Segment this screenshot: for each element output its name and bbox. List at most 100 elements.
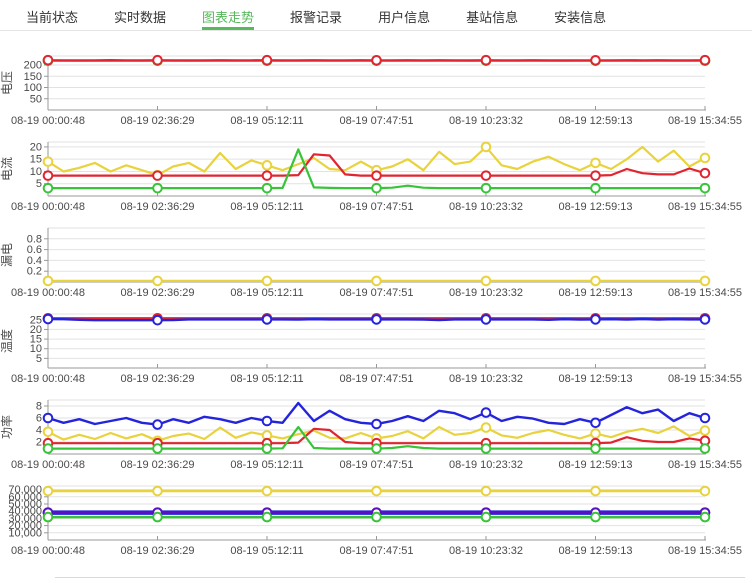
y-tick-label: 10 — [30, 343, 42, 355]
y-tick-label: 10 — [30, 166, 42, 178]
data-point-marker-power-blue — [590, 417, 601, 429]
tab-current-status[interactable]: 当前状态 — [26, 10, 79, 25]
x-tick-label: 08-19 15:34:55 — [668, 373, 742, 385]
y-tick-label: 70,000 — [8, 484, 42, 496]
data-point-marker-current-red — [699, 167, 711, 179]
x-tick-label: 08-19 12:59:13 — [558, 373, 632, 385]
y-tick-label: 50 — [30, 93, 42, 105]
data-point-marker-power-yellow — [699, 425, 711, 436]
tab-chart-trend[interactable]: 图表走势 — [202, 0, 255, 30]
data-point-marker-leakage-yellow — [152, 275, 163, 287]
data-point-marker-voltage-red — [480, 54, 492, 66]
y-tick-label: 30,000 — [8, 513, 42, 525]
y-tick-label: 100 — [24, 82, 42, 94]
data-point-marker-power-yellow — [590, 428, 601, 439]
data-point-marker-power-blue — [699, 412, 711, 424]
data-point-marker-current-yellow — [42, 156, 54, 167]
data-point-marker-current-green — [261, 182, 273, 194]
charts-area: 50 100 150 200 电压 08-19 00:00:48 08-19 02:36:2… — [0, 44, 752, 560]
data-point-marker-current-green — [699, 182, 711, 194]
chart-canvas-energy: 10,00020,00030,00040,00050,00060,00070,0… — [8, 484, 742, 557]
y-axis-title-power: 功率 — [0, 415, 14, 439]
data-point-marker-power-green — [261, 443, 273, 454]
x-tick-label: 08-19 00:00:48 — [11, 459, 85, 471]
data-point-marker-power-green — [590, 443, 601, 454]
data-point-marker-temperature-blue — [371, 314, 382, 325]
x-tick-label: 08-19 00:00:48 — [11, 115, 85, 127]
x-tick-label: 08-19 10:23:32 — [449, 459, 523, 471]
tab-install-info[interactable]: 安装信息 — [554, 10, 607, 25]
x-tick-label: 08-19 07:47:51 — [339, 459, 413, 471]
data-point-marker-current-green — [371, 182, 382, 194]
y-tick-label: 200 — [24, 60, 42, 72]
data-point-marker-current-red — [261, 170, 273, 181]
y-axis-title-current: 电流 — [0, 157, 14, 181]
y-tick-label: 0.4 — [27, 255, 42, 267]
x-tick-label: 08-19 05:12:11 — [230, 287, 303, 299]
y-tick-label: 20,000 — [8, 520, 42, 532]
data-point-marker-energy-green — [42, 511, 54, 523]
y-axis-title-temperature: 温度 — [0, 329, 14, 353]
data-point-marker-temperature-blue — [152, 314, 163, 326]
data-point-marker-energy-yellow — [42, 485, 54, 497]
chart-current: 5 10 15 20 电流 08-19 00:00:48 08-19 02:36:29 08-… — [0, 130, 752, 216]
data-point-marker-leakage-yellow — [42, 275, 54, 287]
y-axis-title-leakage: 漏电 — [0, 243, 14, 267]
data-point-marker-current-green — [480, 182, 492, 194]
data-point-marker-energy-green — [152, 511, 163, 523]
x-tick-label: 08-19 10:23:32 — [449, 373, 523, 385]
x-tick-label: 08-19 15:34:55 — [668, 545, 742, 557]
y-tick-label: 0.2 — [27, 266, 42, 278]
y-tick-label: 10,000 — [8, 527, 42, 539]
y-tick-label: 20 — [30, 141, 42, 153]
data-point-marker-power-blue — [152, 419, 163, 430]
data-point-marker-energy-green — [699, 511, 711, 523]
data-point-marker-current-yellow — [261, 160, 273, 171]
data-point-marker-voltage-red — [699, 54, 711, 66]
data-point-marker-energy-green — [590, 511, 601, 523]
x-tick-label: 08-19 10:23:32 — [449, 201, 523, 213]
y-tick-label: 6 — [36, 413, 42, 425]
tab-alarm-records[interactable]: 报警记录 — [290, 10, 343, 25]
x-tick-label: 08-19 07:47:51 — [339, 287, 413, 299]
tab-user-info[interactable]: 用户信息 — [378, 10, 431, 25]
x-tick-label: 08-19 00:00:48 — [11, 545, 85, 557]
chart-energy: 10,000 20,000 30,000 40,000 50,000 60,000 70,0… — [0, 474, 752, 560]
data-point-marker-current-red — [590, 170, 601, 181]
y-tick-label: 15 — [30, 154, 42, 166]
data-point-marker-power-green — [480, 443, 492, 454]
data-point-marker-power-blue — [371, 418, 382, 430]
y-tick-label: 2 — [36, 437, 42, 449]
x-tick-label: 08-19 07:47:51 — [339, 115, 413, 127]
data-point-marker-current-yellow — [480, 141, 492, 153]
data-point-marker-power-yellow — [42, 426, 54, 438]
data-point-marker-current-red — [152, 170, 163, 181]
y-tick-label: 5 — [36, 178, 42, 190]
tab-station-info[interactable]: 基站信息 — [466, 10, 519, 25]
x-tick-label: 08-19 12:59:13 — [558, 545, 632, 557]
x-tick-label: 08-19 12:59:13 — [558, 459, 632, 471]
data-point-marker-current-red — [480, 170, 492, 181]
x-tick-label: 08-19 10:23:32 — [449, 287, 523, 299]
x-tick-label: 08-19 15:34:55 — [668, 459, 742, 471]
x-tick-label: 08-19 02:36:29 — [120, 115, 194, 127]
tab-realtime-data[interactable]: 实时数据 — [114, 10, 167, 25]
data-point-marker-voltage-red — [371, 54, 382, 66]
next-chart-top-border — [55, 577, 745, 578]
y-tick-label: 50,000 — [8, 499, 42, 511]
data-point-marker-temperature-blue — [42, 313, 54, 325]
chart-voltage: 50 100 150 200 电压 08-19 00:00:48 08-19 02:36:2… — [0, 44, 752, 130]
x-tick-label: 08-19 05:12:11 — [230, 459, 303, 471]
data-point-marker-power-blue — [480, 407, 492, 418]
data-point-marker-voltage-red — [42, 54, 54, 66]
data-point-marker-power-green — [699, 443, 711, 454]
x-tick-label: 08-19 02:36:29 — [120, 287, 194, 299]
data-point-marker-current-green — [590, 182, 601, 194]
x-tick-label: 08-19 10:23:32 — [449, 115, 523, 127]
data-point-marker-leakage-yellow — [699, 275, 711, 287]
x-tick-label: 08-19 05:12:11 — [230, 115, 303, 127]
chart-power: 2 4 6 8 功率 08-19 00:00:48 08-19 02:36:29 08-19 … — [0, 388, 752, 474]
